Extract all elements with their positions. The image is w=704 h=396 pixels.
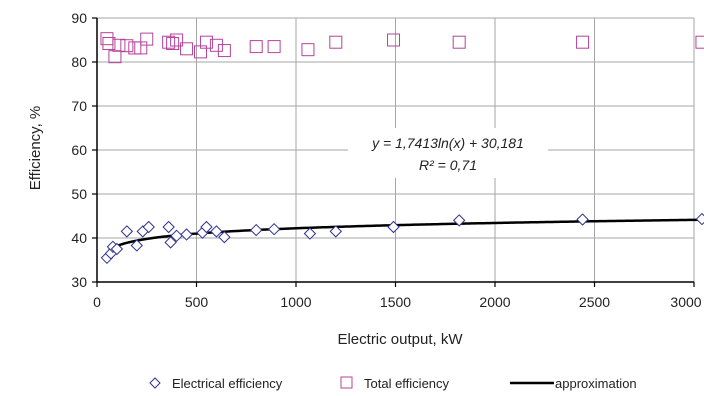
electrical-efficiency-point — [110, 242, 124, 256]
total-efficiency-point — [162, 35, 176, 49]
total-efficiency-point — [199, 35, 213, 49]
electrical-efficiency-point — [576, 213, 589, 226]
total-efficiency-point — [112, 38, 126, 52]
electrical-efficiency-point — [387, 220, 400, 234]
tick-labels: 30 40 50 60 70 80 90 0 500 1000 1500 2000 2500 3000 — [71, 10, 701, 310]
electrical-efficiency-point — [142, 220, 155, 234]
total-efficiency-point — [695, 35, 704, 49]
electrical-efficiency-point — [164, 236, 177, 249]
total-efficiency-point — [102, 37, 116, 51]
x-tick-label: 500 — [185, 294, 209, 310]
total-efficiency-point — [576, 35, 590, 49]
approximation-curve — [108, 218, 704, 251]
x-tick-label: 3000 — [670, 294, 701, 310]
y-axis-label: Efficiency, % — [27, 106, 44, 190]
legend-item-total: Total efficiency — [340, 376, 450, 391]
total-efficiency-point — [180, 42, 194, 56]
total-efficiency-point — [452, 35, 466, 49]
y-tick-label: 90 — [71, 10, 87, 26]
electrical-efficiency-point — [200, 220, 213, 234]
x-tick-label: 1500 — [380, 294, 411, 310]
r-squared-text: R² = 0,71 — [419, 157, 477, 173]
electrical-efficiency-point — [180, 228, 193, 241]
total-efficiency-point — [387, 33, 401, 47]
y-tick-label: 40 — [71, 230, 87, 246]
equation-annotation: y = 1,7413ln(x) + 30,181 R² = 0,71 — [348, 128, 548, 178]
total-efficiency-point — [209, 38, 223, 52]
x-tick-label: 0 — [93, 294, 101, 310]
total-efficiency-point — [301, 43, 315, 57]
y-tick-label: 80 — [71, 54, 87, 70]
total-efficiency-point — [108, 50, 122, 64]
total-efficiency-series — [100, 32, 704, 64]
total-efficiency-point — [140, 32, 154, 46]
electrical-efficiency-point — [452, 214, 466, 227]
x-tick-label: 2000 — [479, 294, 510, 310]
legend-label-approximation: approximation — [555, 376, 637, 391]
electrical-efficiency-point — [210, 225, 223, 238]
equation-text: y = 1,7413ln(x) + 30,181 — [371, 135, 524, 151]
electrical-efficiency-point — [162, 220, 175, 234]
total-efficiency-point — [166, 37, 180, 51]
electrical-efficiency-point — [695, 212, 704, 226]
equation-background — [348, 128, 548, 178]
y-tick-label: 30 — [71, 274, 87, 290]
electrical-efficiency-point — [329, 225, 343, 238]
total-efficiency-point — [249, 40, 263, 54]
total-efficiency-point — [217, 44, 231, 58]
x-axis-label: Electric output, kW — [337, 331, 463, 348]
y-tick-label: 60 — [71, 142, 87, 158]
total-efficiency-point — [120, 39, 134, 53]
total-efficiency-point — [329, 35, 343, 49]
y-tick-label: 50 — [71, 186, 87, 202]
legend: Electrical efficiency Total efficiency a… — [149, 376, 637, 391]
legend-diamond-marker — [149, 377, 161, 389]
electrical-efficiency-point — [120, 225, 134, 238]
electrical-efficiency-point — [249, 223, 263, 237]
x-tick-label: 1000 — [280, 294, 311, 310]
legend-item-electrical: Electrical efficiency — [149, 376, 283, 391]
electrical-efficiency-point — [303, 227, 317, 240]
approximation-series — [108, 218, 704, 251]
total-efficiency-point — [170, 33, 184, 47]
x-tick-label: 2500 — [579, 294, 610, 310]
electrical-efficiency-point — [130, 239, 144, 252]
legend-label-total: Total efficiency — [364, 376, 450, 391]
electrical-efficiency-point — [267, 222, 281, 236]
total-efficiency-point — [267, 40, 281, 54]
total-efficiency-point — [100, 32, 114, 46]
legend-item-approximation: approximation — [510, 376, 637, 391]
electrical-efficiency-series — [100, 212, 704, 265]
legend-label-electrical: Electrical efficiency — [172, 376, 283, 391]
y-tick-label: 70 — [71, 98, 87, 114]
electrical-efficiency-point — [170, 229, 183, 243]
electrical-efficiency-point — [218, 230, 231, 244]
axes — [92, 17, 695, 287]
grid-lines — [97, 17, 695, 282]
legend-square-marker — [340, 376, 353, 389]
